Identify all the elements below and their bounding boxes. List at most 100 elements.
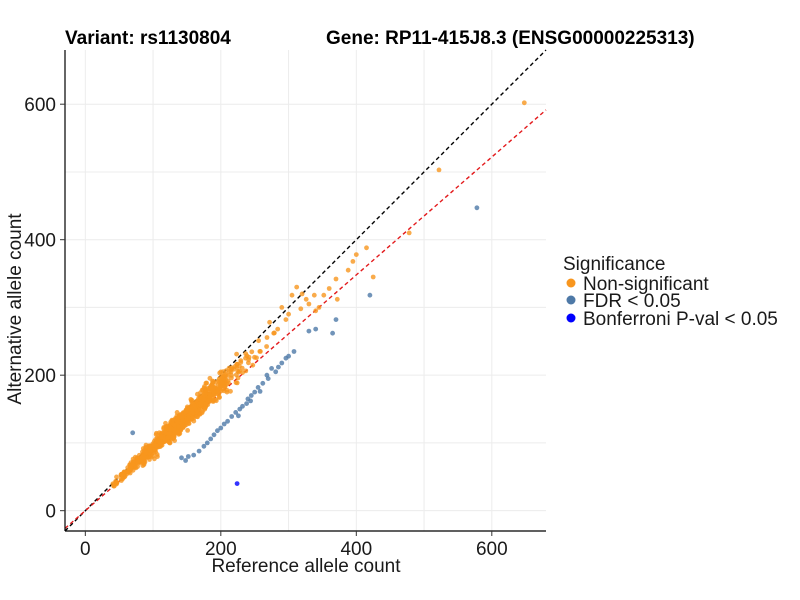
data-point (210, 380, 215, 386)
data-point (155, 454, 160, 459)
data-point (236, 413, 241, 419)
y-tick-label: 0 (45, 502, 56, 523)
data-point (234, 481, 240, 486)
data-point (198, 402, 204, 408)
data-point (190, 415, 195, 421)
data-point (222, 372, 228, 378)
data-point (229, 373, 235, 378)
data-point (252, 389, 258, 395)
data-point (289, 292, 295, 298)
data-point (139, 457, 145, 463)
data-point (183, 458, 189, 463)
data-point (206, 398, 212, 404)
data-point (208, 436, 214, 442)
data-point (163, 420, 168, 426)
legend-label-non-significant: Non-significant (583, 274, 709, 295)
data-point (195, 391, 200, 397)
data-point (224, 387, 230, 393)
data-point (234, 351, 240, 357)
data-point (196, 448, 202, 454)
data-point (185, 428, 191, 433)
data-point (207, 375, 213, 381)
data-point (255, 385, 261, 390)
data-point (125, 469, 131, 475)
data-point (180, 418, 186, 424)
data-point (233, 410, 239, 415)
legend-swatch-fdr (566, 295, 576, 305)
data-point (171, 417, 177, 423)
data-point (248, 398, 254, 404)
data-point (306, 301, 312, 307)
legend-label-fdr: FDR < 0.05 (583, 291, 681, 312)
data-point (330, 330, 335, 336)
data-point (118, 472, 124, 478)
data-point (283, 355, 289, 361)
data-point (153, 432, 159, 437)
data-point (286, 311, 291, 317)
data-point (206, 385, 211, 391)
data-point (211, 384, 217, 390)
data-point (217, 383, 223, 389)
data-point (179, 455, 184, 461)
data-point (217, 370, 223, 376)
data-point (114, 480, 119, 486)
data-point (186, 415, 192, 421)
data-point (294, 284, 300, 290)
data-point (260, 380, 266, 386)
data-point (267, 319, 272, 325)
data-point (345, 267, 351, 273)
y-tick-label: 600 (24, 95, 56, 116)
data-point (244, 401, 250, 406)
data-point (120, 476, 126, 482)
data-point (364, 245, 369, 251)
data-point (175, 419, 181, 424)
data-point (221, 421, 227, 427)
series-fdr-0-05 (130, 205, 480, 463)
data-point (198, 394, 203, 400)
axes-layer: 0 200 400 600 0 200 400 600 (24, 50, 546, 560)
data-point (333, 276, 339, 282)
grid-layer (65, 50, 546, 531)
data-point (229, 414, 235, 419)
data-point (279, 305, 285, 310)
data-point (353, 252, 359, 257)
data-point (215, 428, 220, 434)
data-point (321, 292, 327, 298)
legend-swatch-non-significant (566, 278, 576, 288)
data-point (189, 398, 194, 404)
chart-title-variant: Variant: rs1130804 (65, 28, 231, 49)
data-point (264, 335, 270, 340)
data-point (185, 454, 191, 459)
data-point (176, 424, 181, 429)
data-point (202, 384, 207, 389)
data-point (143, 444, 149, 450)
data-point (248, 393, 254, 398)
data-point (264, 372, 270, 378)
data-point (171, 422, 177, 428)
data-point (246, 360, 251, 366)
data-point (436, 167, 442, 173)
data-point (367, 292, 373, 298)
points-layer (110, 100, 527, 489)
data-point (272, 330, 277, 336)
data-point (140, 453, 146, 459)
y-axis-title: Alternative allele count (5, 213, 26, 405)
legend-title: Significance (563, 254, 665, 275)
y-tick-label: 200 (24, 366, 56, 387)
x-axis-title: Reference allele count (211, 556, 401, 577)
data-point (135, 458, 141, 463)
series-non-significant (110, 100, 527, 489)
data-point (237, 406, 243, 412)
data-point (240, 370, 246, 375)
data-point (211, 398, 216, 404)
data-point (264, 344, 269, 349)
data-point (218, 425, 224, 431)
data-point (167, 431, 172, 436)
data-point (114, 474, 119, 480)
data-point (238, 358, 244, 363)
data-point (250, 362, 256, 368)
data-point (166, 439, 172, 445)
data-point (249, 349, 255, 355)
data-point (283, 317, 289, 322)
